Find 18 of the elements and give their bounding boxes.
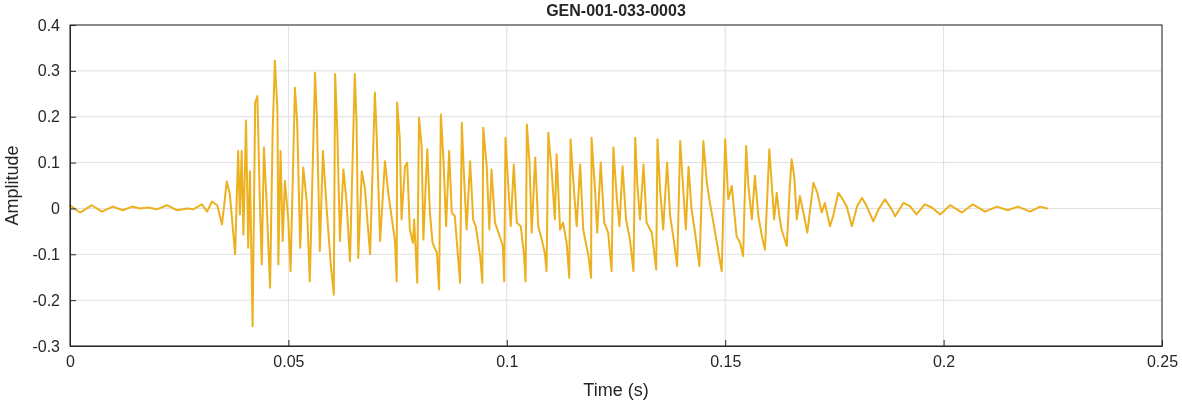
line-series (69, 59, 1049, 328)
y-tick-label: 0 (51, 200, 61, 218)
y-tick-label: -0.2 (32, 291, 61, 309)
chart-title: GEN-001-033-0003 (546, 2, 686, 19)
x-axis-title: Time (s) (583, 380, 649, 400)
x-tick-label: 0 (66, 353, 76, 371)
y-tick-label: 0.3 (37, 62, 61, 80)
y-tick-label: 0.4 (37, 16, 61, 34)
y-tick-label: -0.1 (32, 245, 61, 263)
x-tick-label: 0.2 (932, 353, 956, 371)
y-tick-label: -0.3 (32, 337, 61, 355)
x-tick-label: 0.05 (273, 353, 305, 371)
x-tick-label: 0.15 (710, 353, 742, 371)
y-tick-label: 0.1 (37, 154, 61, 172)
y-tick-label: 0.2 (37, 108, 61, 126)
x-tick-label: 0.1 (496, 353, 519, 371)
y-axis-title: Amplitude (2, 145, 22, 226)
x-tick-label: 0.25 (1146, 353, 1179, 371)
